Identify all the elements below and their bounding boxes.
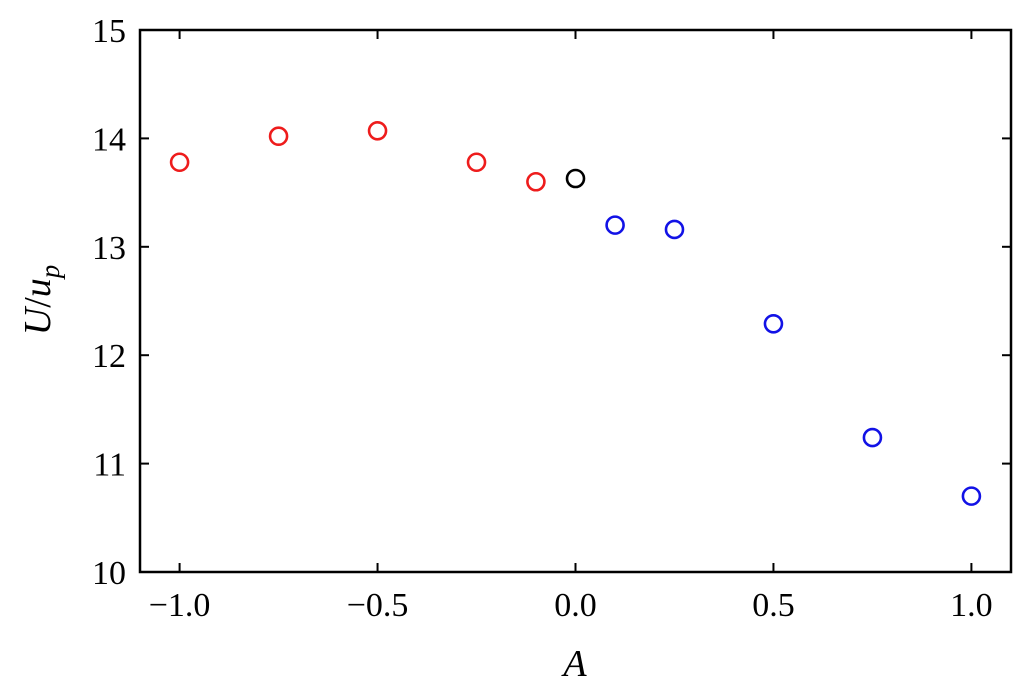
y-tick-label: 12 [92, 338, 126, 375]
y-tick-label: 15 [92, 13, 126, 50]
data-point [466, 152, 487, 173]
y-tick-label: 14 [92, 121, 126, 158]
data-point [664, 219, 685, 240]
plot-frame [138, 28, 1013, 574]
svg-text:U/up: U/up [17, 265, 65, 336]
data-point [526, 171, 546, 192]
x-axis-title: A [560, 643, 587, 685]
x-tick-label: 1.0 [950, 587, 993, 624]
data-point [169, 152, 190, 173]
points-layer [169, 121, 982, 506]
y-axis-title-sub: p [35, 265, 65, 281]
data-point [862, 427, 883, 448]
y-axis-title-main: U [17, 305, 59, 335]
data-point [367, 121, 388, 141]
x-tick-label: 0.5 [752, 587, 795, 624]
y-tick-label: 13 [92, 230, 126, 267]
y-tick-label: 11 [93, 447, 126, 484]
y-axis-title: U/up [17, 265, 65, 336]
data-point [763, 313, 784, 334]
y-axis-title-sep: / [17, 297, 59, 308]
x-tick-label: −0.5 [347, 587, 409, 624]
x-tick-label: 0.0 [554, 587, 597, 624]
y-tick-label: 10 [92, 555, 126, 592]
data-point [565, 168, 586, 189]
data-point [268, 126, 289, 147]
data-point [605, 215, 625, 235]
data-point [961, 486, 982, 506]
y-axis-title-var: u [17, 278, 59, 297]
x-tick-label: −1.0 [149, 587, 211, 624]
ticks-layer: −1.0 −0.5 0.0 0.5 1.0 10 11 12 13 14 15 [92, 13, 1011, 624]
